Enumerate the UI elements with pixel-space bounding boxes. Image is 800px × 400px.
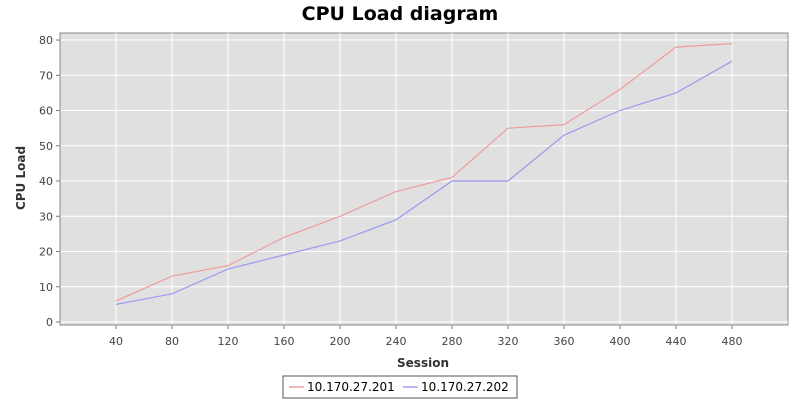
series-line-1 xyxy=(115,43,733,302)
tick-labels: 40 80 120 160 200 240 280 320 360 400 440 480 0 10 20 3… xyxy=(39,34,743,348)
x-tick-label: 80 xyxy=(165,335,179,348)
y-tick-label: 40 xyxy=(39,175,53,188)
x-tick-label: 280 xyxy=(442,335,463,348)
y-tick-label: 80 xyxy=(39,34,53,47)
y-tick-label: 70 xyxy=(39,69,53,82)
x-tick-label: 440 xyxy=(666,335,687,348)
x-tick-label: 480 xyxy=(722,335,743,348)
grid-lines xyxy=(60,33,788,325)
legend-box xyxy=(282,375,518,399)
legend-label: 10.170.27.201 xyxy=(307,380,395,394)
y-tick-label: 10 xyxy=(39,281,53,294)
series-lines xyxy=(115,43,733,305)
y-axis-label: CPU Load xyxy=(14,146,28,210)
series-line-2 xyxy=(115,60,733,305)
legend-label: 10.170.27.202 xyxy=(421,380,509,394)
x-tick-label: 240 xyxy=(386,335,407,348)
x-tick-label: 160 xyxy=(274,335,295,348)
chart-title: CPU Load diagram xyxy=(302,3,499,25)
y-tick-label: 20 xyxy=(39,246,53,259)
x-tick-label: 40 xyxy=(109,335,123,348)
y-tick-label: 50 xyxy=(39,140,53,153)
x-tick-label: 120 xyxy=(218,335,239,348)
plot-area xyxy=(59,32,789,326)
x-tick-label: 200 xyxy=(330,335,351,348)
y-tick-label: 30 xyxy=(39,210,53,223)
x-axis-label: Session xyxy=(397,356,449,370)
x-tick-label: 320 xyxy=(498,335,519,348)
x-tick-label: 360 xyxy=(554,335,575,348)
axes xyxy=(56,33,788,329)
y-tick-label: 0 xyxy=(46,316,53,329)
y-tick-label: 60 xyxy=(39,105,53,118)
x-tick-label: 400 xyxy=(610,335,631,348)
legend: 10.170.27.201 10.170.27.202 xyxy=(282,375,518,399)
